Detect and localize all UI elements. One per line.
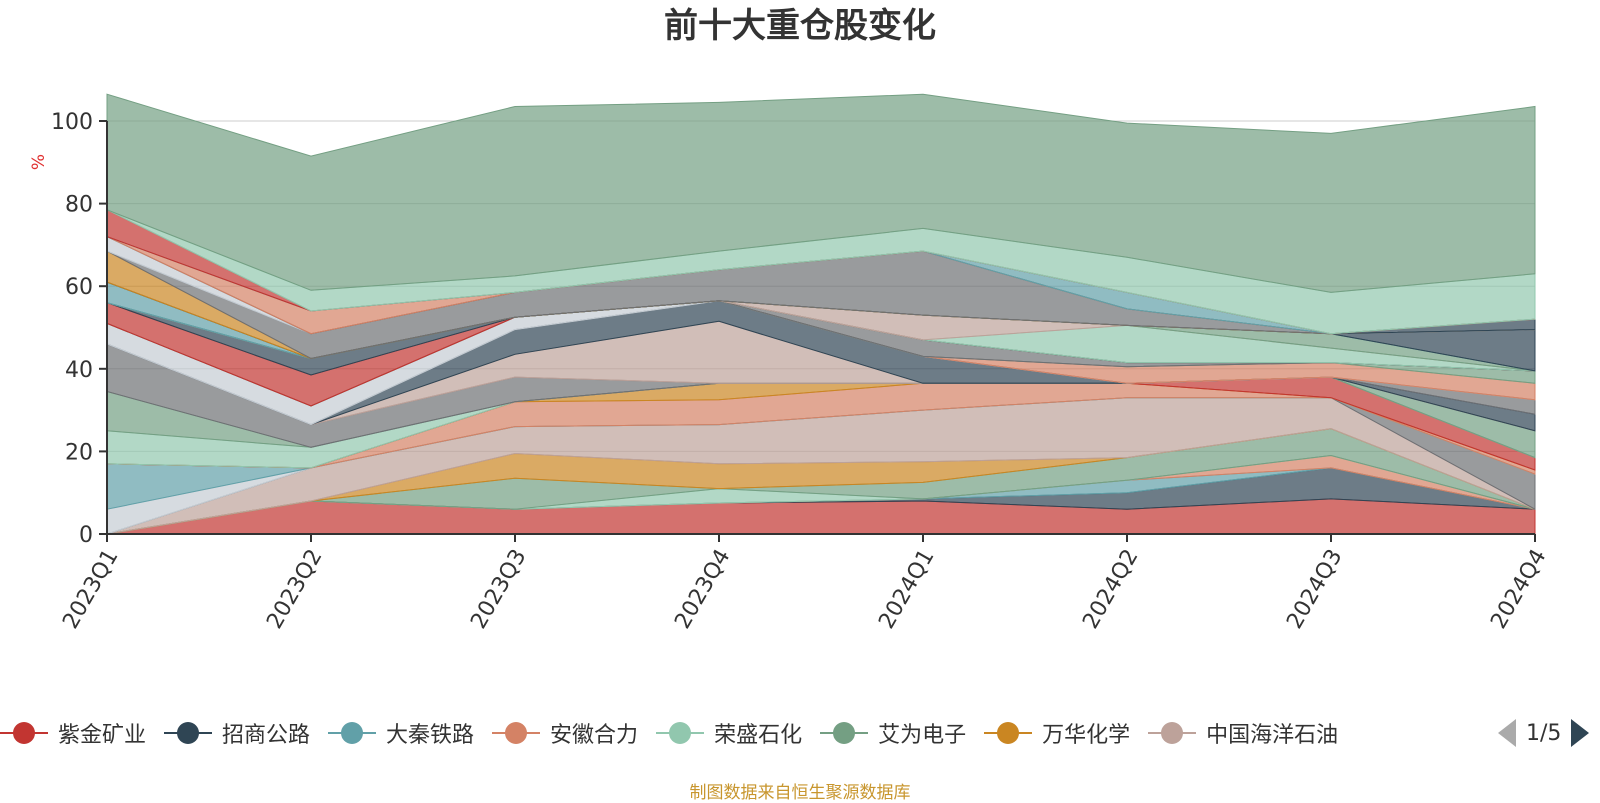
legend-marker-icon xyxy=(656,721,705,745)
legend-item[interactable]: 紫金矿业 xyxy=(0,717,146,749)
legend-next-arrow-icon[interactable] xyxy=(1571,719,1590,747)
y-tick-label: 80 xyxy=(65,193,93,218)
x-tick-label: 2023Q3 xyxy=(466,545,531,633)
legend-label: 紫金矿业 xyxy=(58,723,147,748)
x-tick-label: 2024Q1 xyxy=(874,545,939,633)
x-tick-label: 2024Q2 xyxy=(1078,545,1143,633)
legend-label: 万华化学 xyxy=(1042,723,1131,748)
legend-marker-icon xyxy=(0,721,48,745)
legend-label: 艾为电子 xyxy=(878,723,967,748)
x-tick-label: 2023Q4 xyxy=(670,545,735,633)
x-tick-label: 2023Q1 xyxy=(58,545,123,633)
legend-page-indicator: 1/5 xyxy=(1526,720,1562,746)
axes xyxy=(106,121,1535,535)
y-tick-label: 40 xyxy=(65,358,93,383)
legend-label: 安徽合力 xyxy=(550,723,639,748)
y-tick-labels: 0 20 40 60 80 100 xyxy=(51,110,107,548)
legend-marker-icon xyxy=(492,721,541,745)
legend-label: 荣盛石化 xyxy=(714,723,803,748)
x-tick-label: 2023Q2 xyxy=(262,545,327,633)
y-axis-unit: % xyxy=(29,154,49,170)
legend-item[interactable]: 艾为电子 xyxy=(820,717,966,749)
legend-label: 中国海洋石油 xyxy=(1206,723,1339,748)
x-tick-label: 2024Q3 xyxy=(1282,545,1347,633)
legend-marker-icon xyxy=(328,721,377,745)
legend-item[interactable]: 中国海洋石油 xyxy=(1148,717,1338,749)
legend: 紫金矿业 招商公路 大秦铁路 安徽合力 荣盛石化 艾为电子 万华化学 中国海洋石油 xyxy=(0,716,1600,750)
legend-item[interactable]: 安徽合力 xyxy=(492,717,638,749)
x-tick-label: 2024Q4 xyxy=(1486,545,1551,633)
legend-marker-icon xyxy=(820,721,869,745)
legend-item[interactable]: 招商公路 xyxy=(164,717,310,749)
legend-label: 招商公路 xyxy=(222,723,311,748)
chart-title: 前十大重仓股变化 xyxy=(664,6,936,46)
area-series-紫金矿业[interactable] xyxy=(106,498,1536,535)
legend-item[interactable]: 大秦铁路 xyxy=(328,717,474,749)
legend-marker-icon xyxy=(164,721,213,745)
area-series-layer-39[interactable] xyxy=(106,93,1536,293)
legend-label: 大秦铁路 xyxy=(386,723,475,748)
data-source-note: 制图数据来自恒生聚源数据库 xyxy=(689,783,911,803)
stacked-areas xyxy=(106,93,1536,535)
legend-pager: 1/5 xyxy=(1498,716,1590,750)
legend-marker-icon xyxy=(1148,721,1197,745)
legend-marker-icon xyxy=(984,721,1033,745)
legend-item[interactable]: 万华化学 xyxy=(984,717,1130,749)
y-tick-label: 60 xyxy=(65,275,93,300)
legend-item[interactable]: 荣盛石化 xyxy=(656,717,802,749)
x-tick-labels: 2023Q1 2023Q2 2023Q3 2023Q4 2024Q1 2024Q2 2024… xyxy=(58,534,1552,633)
y-tick-label: 0 xyxy=(79,523,93,548)
legend-prev-arrow-icon[interactable] xyxy=(1498,719,1516,747)
y-tick-label: 20 xyxy=(65,440,93,465)
y-tick-label: 100 xyxy=(51,110,93,135)
